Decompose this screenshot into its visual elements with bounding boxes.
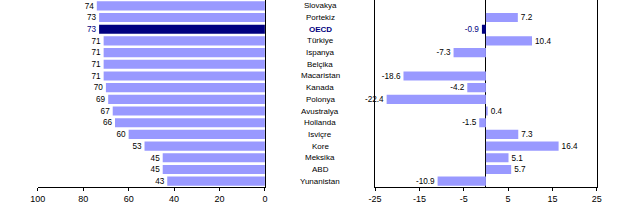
svg-text:45: 45	[151, 165, 161, 174]
svg-text:60: 60	[117, 130, 127, 139]
svg-text:-7.3: -7.3	[436, 48, 451, 57]
svg-text:43: 43	[155, 177, 165, 186]
svg-text:40: 40	[169, 194, 179, 204]
svg-text:5.7: 5.7	[514, 165, 526, 174]
svg-text:15: 15	[547, 194, 557, 204]
svg-text:-4.2: -4.2	[450, 83, 465, 92]
svg-text:-22.4: -22.4	[365, 95, 384, 104]
svg-text:Macaristan: Macaristan	[301, 71, 340, 80]
svg-text:Türkiye: Türkiye	[307, 36, 334, 45]
svg-text:Ispanya: Ispanya	[306, 48, 335, 57]
svg-text:-5: -5	[460, 194, 468, 204]
svg-text:-1.5: -1.5	[462, 118, 477, 127]
svg-text:-15: -15	[413, 194, 426, 204]
svg-text:60: 60	[124, 194, 134, 204]
svg-text:Slovakya: Slovakya	[304, 1, 337, 10]
svg-text:25: 25	[592, 194, 602, 204]
svg-text:Meksika: Meksika	[305, 153, 335, 162]
svg-text:5: 5	[506, 194, 511, 204]
svg-text:Yunanistan: Yunanistan	[300, 177, 340, 186]
svg-text:69: 69	[96, 95, 106, 104]
svg-text:Hollanda: Hollanda	[304, 118, 336, 127]
svg-text:5.1: 5.1	[512, 154, 524, 163]
svg-text:Isviçre: Isviçre	[308, 130, 332, 139]
svg-text:ABD: ABD	[312, 165, 329, 174]
svg-text:70: 70	[94, 83, 104, 92]
svg-text:-18.6: -18.6	[382, 72, 401, 81]
svg-text:71: 71	[92, 48, 102, 57]
svg-text:0: 0	[262, 194, 267, 204]
svg-text:10.4: 10.4	[535, 37, 551, 46]
svg-text:53: 53	[132, 142, 142, 151]
svg-text:71: 71	[92, 60, 102, 69]
svg-text:16.4: 16.4	[562, 142, 578, 151]
svg-text:73: 73	[87, 25, 97, 34]
svg-text:73: 73	[87, 13, 97, 22]
svg-text:Portekiz: Portekiz	[306, 13, 335, 22]
svg-text:-25: -25	[369, 194, 382, 204]
svg-text:Avustralya: Avustralya	[301, 107, 339, 116]
svg-text:Polonya: Polonya	[306, 95, 335, 104]
svg-text:-10.9: -10.9	[416, 177, 435, 186]
svg-text:74: 74	[85, 2, 95, 11]
svg-text:45: 45	[151, 154, 161, 163]
svg-text:71: 71	[92, 72, 102, 81]
svg-text:7.2: 7.2	[521, 13, 533, 22]
svg-text:80: 80	[78, 194, 88, 204]
svg-text:-0.9: -0.9	[465, 25, 480, 34]
svg-text:Belçika: Belçika	[307, 60, 333, 69]
svg-text:OECD: OECD	[309, 25, 332, 34]
svg-text:66: 66	[103, 118, 113, 127]
svg-text:0.4: 0.4	[491, 107, 503, 116]
svg-text:100: 100	[30, 194, 45, 204]
svg-text:71: 71	[92, 37, 102, 46]
svg-text:7.3: 7.3	[521, 130, 533, 139]
svg-text:67: 67	[101, 107, 111, 116]
svg-text:Kore: Kore	[312, 142, 329, 151]
svg-text:Kanada: Kanada	[306, 83, 334, 92]
svg-text:20: 20	[214, 194, 224, 204]
